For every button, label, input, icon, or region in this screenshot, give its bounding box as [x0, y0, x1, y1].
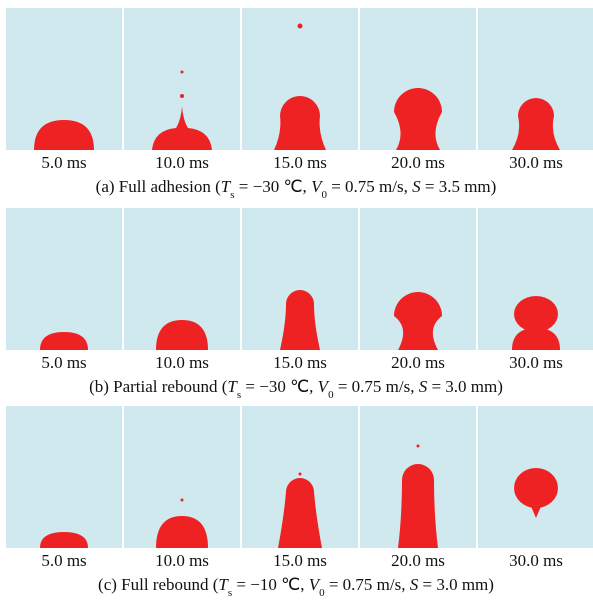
time-label: 5.0 ms [41, 153, 86, 172]
frame [360, 8, 476, 150]
frame [360, 406, 476, 548]
time-label: 20.0 ms [391, 551, 445, 570]
caption: (c) Full rebound (Ts = −10 ℃, V0 = 0.75 … [98, 575, 494, 599]
frame [242, 208, 358, 350]
time-label: 30.0 ms [509, 551, 563, 570]
time-label: 5.0 ms [41, 551, 86, 570]
caption-part: (b) Partial rebound ( [89, 377, 228, 396]
frame [124, 208, 240, 350]
frame [478, 208, 593, 350]
frame [124, 8, 240, 150]
frame [242, 8, 358, 150]
caption-part: = −10 ℃, [232, 575, 309, 594]
caption-part: = 3.5 mm) [421, 177, 497, 196]
figure: 5.0 ms 10.0 ms 15.0 ms 20.0 ms 30.0 ms (a) Fu… [0, 0, 593, 602]
time-label: 15.0 ms [273, 153, 327, 172]
frame [6, 8, 122, 150]
time-label: 30.0 ms [509, 353, 563, 372]
droplet [298, 24, 303, 29]
caption-part: = 0.75 m/s, [327, 177, 412, 196]
time-label: 20.0 ms [391, 153, 445, 172]
caption-part: = 0.75 m/s, [334, 377, 419, 396]
frame [478, 406, 593, 548]
droplet [514, 296, 558, 332]
caption-part: = 3.0 mm) [418, 575, 494, 594]
caption-part: = −30 ℃, [235, 177, 312, 196]
frame [6, 406, 122, 548]
droplet [394, 88, 442, 150]
frame [6, 208, 122, 350]
caption-part: (c) Full rebound ( [98, 575, 219, 594]
caption: (a) Full adhesion (Ts = −30 ℃, V0 = 0.75… [96, 177, 497, 201]
time-label: 30.0 ms [509, 153, 563, 172]
caption-part: = 0.75 m/s, [325, 575, 410, 594]
droplet [181, 71, 184, 74]
droplet [181, 499, 184, 502]
droplet [514, 468, 558, 508]
time-label: 15.0 ms [273, 551, 327, 570]
caption-part: = 3.0 mm) [427, 377, 503, 396]
droplet [398, 464, 438, 548]
droplet [180, 94, 184, 98]
frame [242, 406, 358, 548]
caption: (b) Partial rebound (Ts = −30 ℃, V0 = 0.… [89, 377, 503, 401]
caption-part: (a) Full adhesion ( [96, 177, 221, 196]
droplet [417, 445, 420, 448]
time-label: 5.0 ms [41, 353, 86, 372]
frame [360, 208, 476, 350]
time-label: 10.0 ms [155, 551, 209, 570]
time-label: 10.0 ms [155, 153, 209, 172]
frame-background [6, 406, 122, 548]
caption-part: = −30 ℃, [241, 377, 318, 396]
droplet [299, 473, 302, 476]
time-label: 15.0 ms [273, 353, 327, 372]
time-label: 20.0 ms [391, 353, 445, 372]
frame [478, 8, 593, 150]
frame-background [6, 208, 122, 350]
frame [124, 406, 240, 548]
time-label: 10.0 ms [155, 353, 209, 372]
